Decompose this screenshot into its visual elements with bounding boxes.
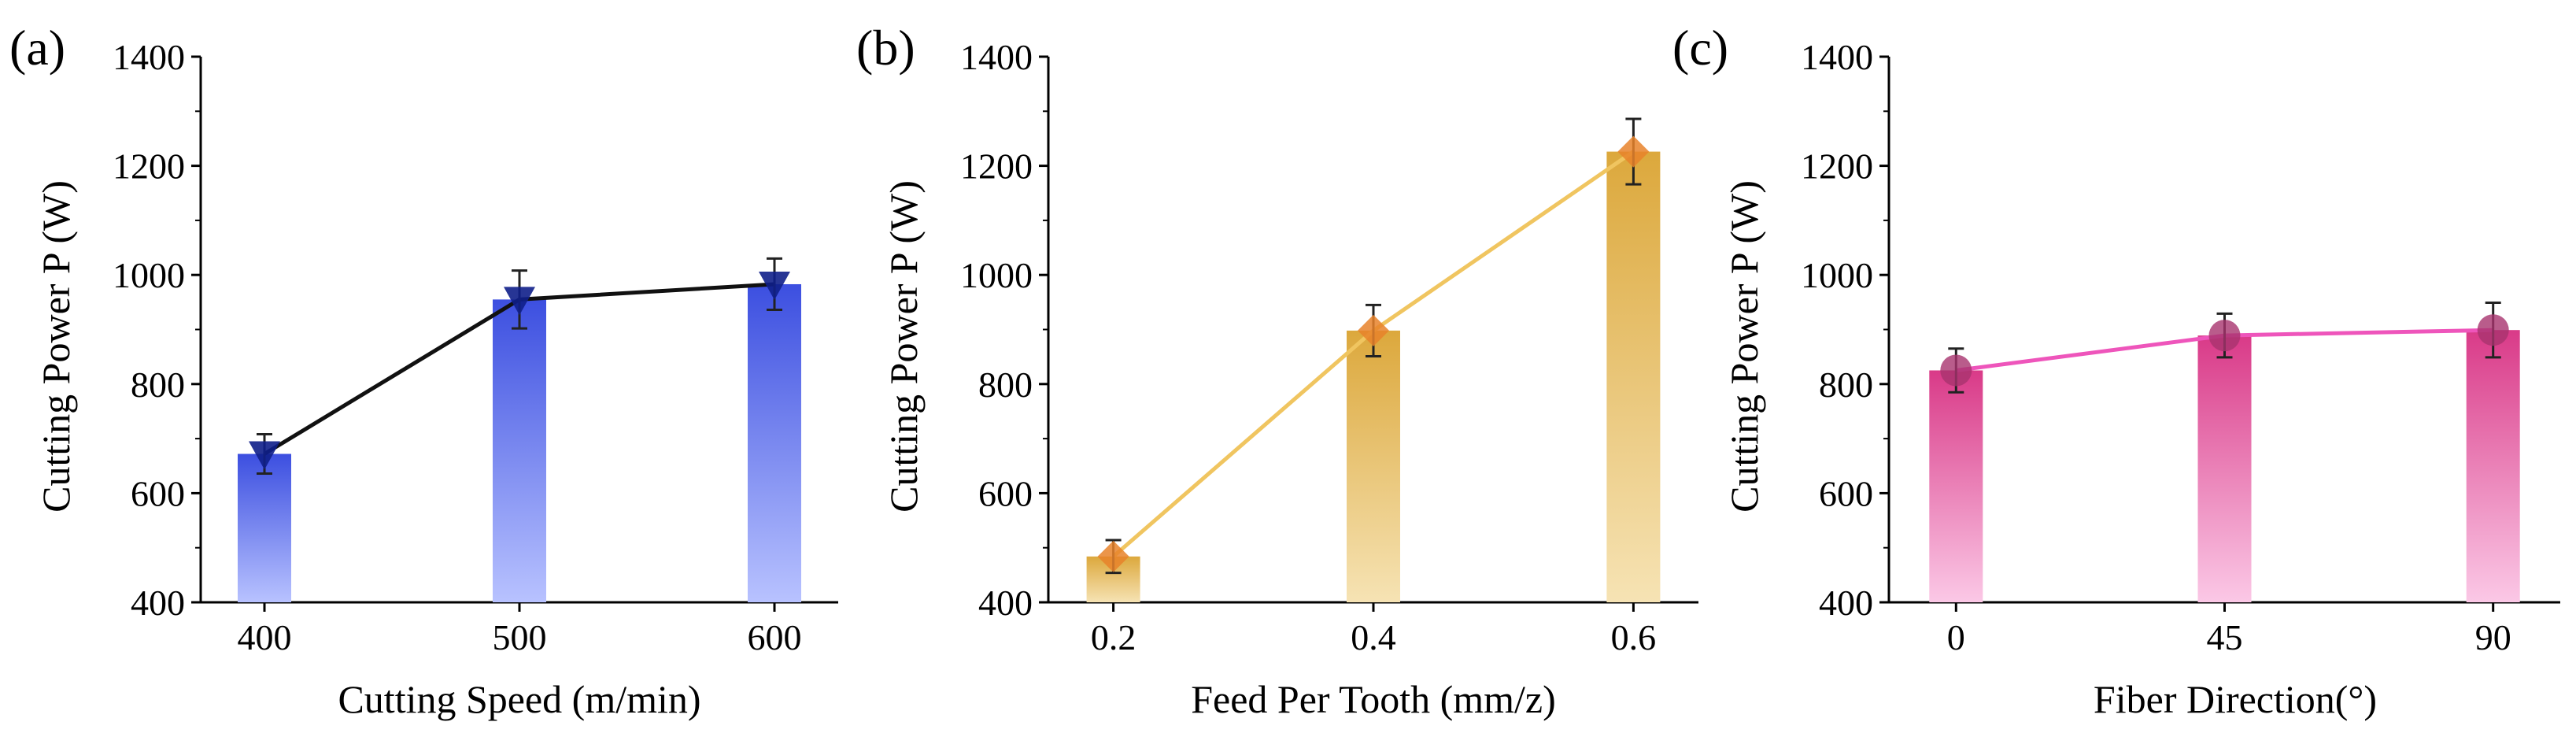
panel-b: (b) 400 600 800 1000 1200 1400 0.2 0.4 0.6 Cutti… (856, 20, 1698, 721)
panel-a-xtick-label: 600 (748, 617, 802, 657)
panel-a-bar (748, 283, 801, 602)
panel-c: (c) 400 600 800 1000 1200 1400 0 45 90 Cutting P… (1672, 20, 2560, 721)
panel-a-data-point (249, 441, 280, 470)
panel-b-data-point (1617, 135, 1650, 168)
panel-a-ylabel: Cutting Power P (W) (34, 180, 78, 513)
panel-a-xlabel: Cutting Speed (m/min) (338, 677, 700, 721)
panel-c-label: (c) (1672, 20, 1728, 76)
panel-a-bar (493, 299, 546, 602)
panel-c-ylabel: Cutting Power P (W) (1722, 180, 1766, 513)
panel-a-data-point (504, 287, 535, 316)
panel-c-data-point (2208, 320, 2241, 352)
panel-a-bar (238, 453, 291, 602)
panel-c-data-point (2477, 314, 2509, 346)
panel-a-ytick-label: 1200 (113, 146, 185, 187)
panel-c-bar (2197, 335, 2252, 602)
panel-b-xlabel: Feed Per Tooth (mm/z) (1191, 677, 1556, 721)
panel-b-ytick-label: 1400 (960, 37, 1033, 77)
panel-b-data-point (1097, 540, 1129, 572)
panel-c-axes: 400 600 800 1000 1200 1400 0 45 90 (1801, 37, 2560, 657)
panel-b-ytick-label: 800 (978, 365, 1033, 405)
panel-b-ytick-label: 1000 (960, 255, 1033, 295)
panel-c-xtick-label: 45 (2207, 617, 2243, 657)
panel-a-label: (a) (9, 20, 65, 76)
panel-a-ytick-label: 800 (131, 365, 185, 405)
panel-c-ytick-label: 600 (1819, 473, 1873, 513)
panel-c-data-point (1940, 354, 1972, 387)
panel-b-data-point (1358, 314, 1389, 346)
panel-c-ytick-label: 1000 (1801, 255, 1873, 295)
panel-a: (a) 400 600 800 1000 1200 1400 400 500 600 Cutti… (9, 20, 838, 721)
panel-b-bar (1347, 330, 1400, 602)
panel-c-xtick-label: 90 (2475, 617, 2511, 657)
panel-c-bar (2466, 330, 2520, 602)
panel-a-ytick-label: 600 (131, 473, 185, 513)
panel-a-xtick-label: 400 (238, 617, 292, 657)
panel-a-ytick-label: 400 (131, 583, 185, 623)
panel-b-bar (1606, 151, 1661, 602)
panel-b-xtick-label: 0.6 (1611, 617, 1657, 657)
panel-b-ylabel: Cutting Power P (W) (881, 180, 926, 513)
panel-c-xlabel: Fiber Direction(°) (2094, 677, 2377, 721)
panel-c-xtick-label: 0 (1947, 617, 1965, 657)
panel-b-ytick-label: 600 (978, 473, 1033, 513)
panel-a-ytick-label: 1400 (113, 37, 185, 77)
panel-b-label: (b) (856, 20, 915, 76)
panel-b-ytick-label: 400 (978, 583, 1033, 623)
panel-b-xtick-label: 0.4 (1351, 617, 1396, 657)
panel-c-bar (1929, 370, 1983, 602)
panel-a-axes: 400 600 800 1000 1200 1400 400 500 600 (113, 37, 838, 657)
panel-c-ytick-label: 800 (1819, 365, 1873, 405)
panel-b-xtick-label: 0.2 (1091, 617, 1136, 657)
panel-a-xtick-label: 500 (493, 617, 547, 657)
panel-b-ytick-label: 1200 (960, 146, 1033, 187)
panel-b-axes: 400 600 800 1000 1200 1400 0.2 0.4 0.6 (960, 37, 1698, 657)
panel-c-ytick-label: 400 (1819, 583, 1873, 623)
panel-a-ytick-label: 1000 (113, 255, 185, 295)
panel-c-ytick-label: 1200 (1801, 146, 1873, 187)
panel-a-data-point (759, 271, 790, 300)
panel-c-ytick-label: 1400 (1801, 37, 1873, 77)
